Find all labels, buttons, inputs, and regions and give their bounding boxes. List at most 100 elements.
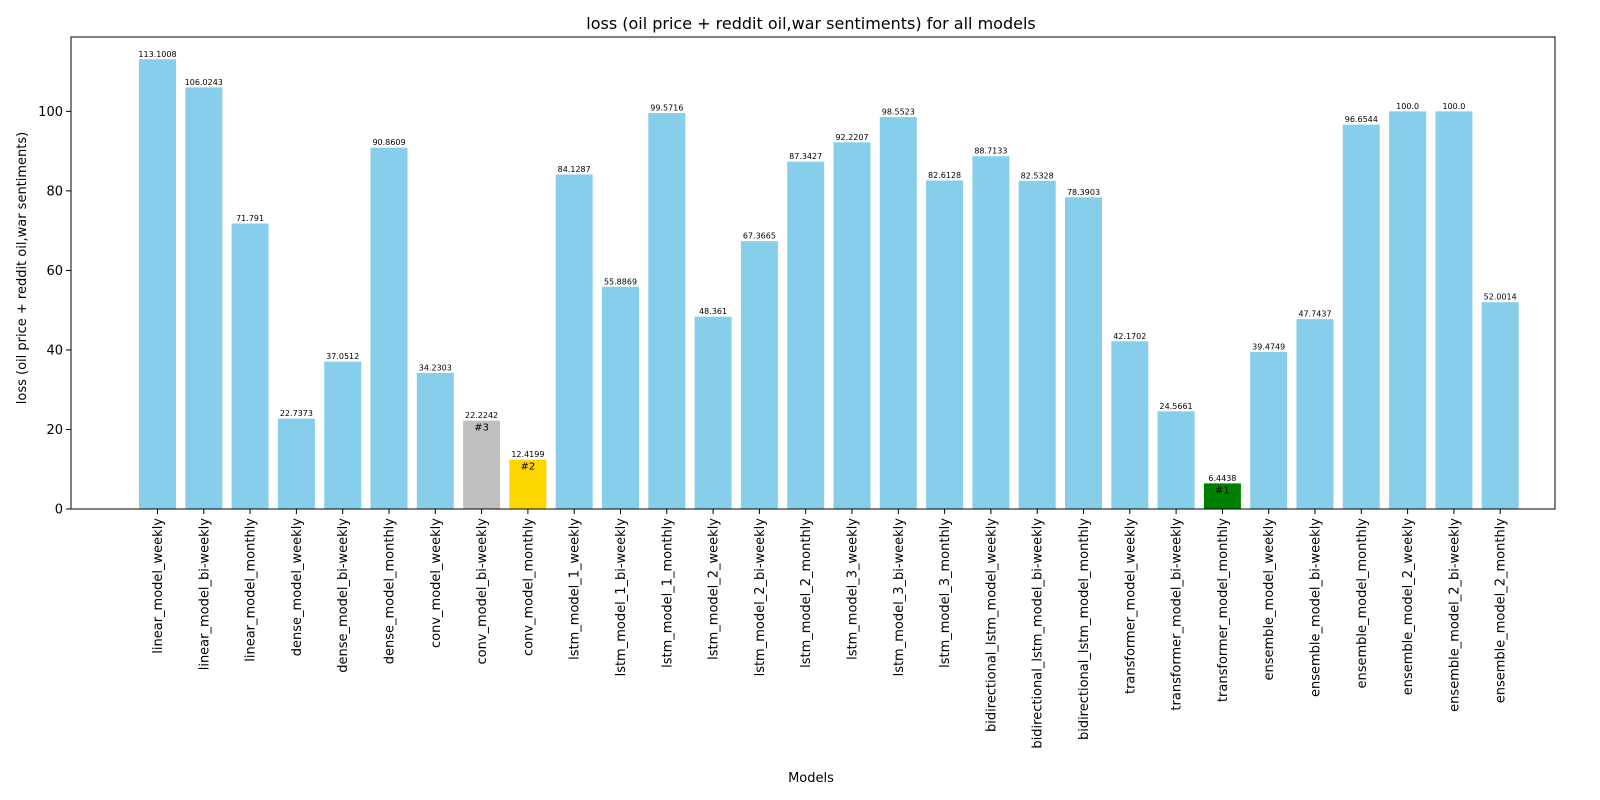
y-tick-label: 20 — [46, 423, 63, 438]
x-axis: linear_model_weekly linear_model_bi-weekl… — [151, 509, 1509, 749]
bar-value-label: 100.0 — [1396, 102, 1419, 111]
bar-value-label: 113.1008 — [138, 50, 176, 59]
bar-conv_model_bi-weekly — [463, 420, 501, 509]
bar-lstm_model_2_bi-weekly — [740, 241, 778, 509]
bar-bidirectional_lstm_model_monthly — [1065, 197, 1102, 510]
x-tick-label: conv_model_monthly — [521, 518, 536, 656]
bar-lstm_model_2_monthly — [787, 161, 825, 509]
x-tick-label: linear_model_monthly — [244, 518, 259, 662]
x-tick-label: lstm_model_1_bi-weekly — [614, 518, 629, 677]
bar-value-label: 39.4749 — [1252, 343, 1285, 352]
bar-lstm_model_1_weekly — [555, 174, 593, 509]
x-tick-label: dense_model_weekly — [290, 518, 305, 657]
bar-transformer_model_monthly — [1203, 483, 1241, 509]
bar-ensemble_model_weekly — [1250, 352, 1288, 509]
rank-label: #2 — [521, 462, 536, 473]
x-tick-label: dense_model_bi-weekly — [336, 518, 351, 673]
bar-value-label: 37.0512 — [326, 352, 359, 361]
bar-value-label: 99.5716 — [650, 104, 683, 113]
x-tick-label: conv_model_bi-weekly — [475, 518, 490, 665]
bar-conv_model_monthly — [509, 459, 547, 509]
bar-ensemble_model_2_monthly — [1481, 302, 1519, 509]
bar-linear_model_weekly — [139, 59, 176, 509]
y-axis-label: loss (oil price + reddit oil,war sentime… — [15, 132, 30, 405]
x-tick-label: dense_model_monthly — [383, 518, 398, 665]
y-tick-label: 0 — [55, 503, 63, 518]
x-tick-label: lstm_model_3_monthly — [938, 518, 953, 668]
rank-label: #3 — [474, 423, 489, 434]
bar-value-label: 92.2207 — [835, 133, 868, 142]
bar-bidirectional_lstm_model_weekly — [972, 156, 1010, 510]
bar-value-label: 24.5661 — [1160, 402, 1193, 411]
bar-value-label: 88.7133 — [974, 147, 1007, 156]
x-tick-label: transformer_model_bi-weekly — [1170, 518, 1185, 711]
bar-value-label: 96.6544 — [1345, 115, 1378, 124]
bar-value-label: 52.0014 — [1484, 293, 1517, 302]
bar-linear_model_bi-weekly — [185, 87, 223, 510]
bar-value-label: 84.1287 — [558, 165, 591, 174]
bars-layer: 113.1008 106.0243 71.791 22.7373 37.0512 90.8… — [138, 50, 1519, 510]
x-tick-label: linear_model_bi-weekly — [197, 518, 212, 671]
bar-bidirectional_lstm_model_bi-weekly — [1018, 180, 1056, 509]
x-tick-label: ensemble_model_2_weekly — [1401, 518, 1416, 696]
bar-dense_model_monthly — [370, 147, 408, 509]
bar-transformer_model_bi-weekly — [1157, 411, 1195, 509]
x-tick-label: ensemble_model_monthly — [1355, 518, 1370, 689]
bar-value-label: 48.361 — [699, 307, 727, 316]
bar-value-label: 90.8609 — [372, 138, 405, 147]
x-tick-label: transformer_model_monthly — [1216, 518, 1231, 702]
bar-value-label: 55.8869 — [604, 277, 637, 286]
x-tick-label: ensemble_model_bi-weekly — [1309, 518, 1324, 697]
bar-lstm_model_3_bi-weekly — [879, 117, 917, 510]
bar-value-label: 22.7373 — [280, 409, 313, 418]
bar-value-label: 98.5523 — [882, 108, 915, 117]
bar-lstm_model_3_weekly — [833, 142, 871, 510]
x-tick-label: lstm_model_1_weekly — [568, 518, 583, 660]
bar-value-label: 82.6128 — [928, 171, 961, 180]
bar-ensemble_model_monthly — [1342, 124, 1380, 509]
bar-dense_model_bi-weekly — [324, 361, 362, 509]
x-tick-label: lstm_model_2_bi-weekly — [753, 518, 768, 677]
x-tick-label: lstm_model_3_weekly — [846, 518, 861, 660]
x-tick-label: bidirectional_lstm_model_bi-weekly — [1031, 518, 1046, 749]
x-tick-label: bidirectional_lstm_model_monthly — [1077, 518, 1092, 740]
bar-value-label: 87.3427 — [789, 152, 822, 161]
bar-transformer_model_weekly — [1111, 341, 1149, 509]
x-tick-label: bidirectional_lstm_model_weekly — [984, 518, 999, 732]
bar-ensemble_model_bi-weekly — [1296, 319, 1334, 509]
chart-title: loss (oil price + reddit oil,war sentime… — [586, 14, 1035, 33]
x-tick-label: transformer_model_weekly — [1123, 518, 1138, 694]
y-axis: 0 20 40 60 80 100 — [38, 105, 71, 518]
bar-dense_model_weekly — [277, 418, 315, 509]
bar-linear_model_monthly — [231, 223, 269, 509]
bar-value-label: 34.2303 — [419, 363, 452, 372]
bar-lstm_model_1_monthly — [648, 113, 686, 509]
bar-ensemble_model_2_bi-weekly — [1435, 111, 1473, 510]
bar-lstm_model_3_monthly — [926, 180, 964, 509]
bar-value-label: 47.7437 — [1298, 310, 1331, 319]
bar-value-label: 42.1702 — [1113, 332, 1146, 341]
x-tick-label: lstm_model_3_bi-weekly — [892, 518, 907, 677]
bar-lstm_model_1_bi-weekly — [602, 286, 639, 509]
y-tick-label: 80 — [46, 184, 63, 199]
bar-ensemble_model_2_weekly — [1389, 111, 1427, 510]
bar-value-label: 67.3665 — [743, 232, 776, 241]
x-tick-label: ensemble_model_2_bi-weekly — [1447, 518, 1462, 712]
plot-frame — [70, 36, 1556, 510]
x-tick-label: lstm_model_1_monthly — [660, 518, 675, 668]
bar-value-label: 22.2242 — [465, 411, 498, 420]
bar-lstm_model_2_weekly — [694, 316, 732, 509]
x-tick-label: lstm_model_2_monthly — [799, 518, 814, 668]
bar-value-label: 82.5328 — [1021, 171, 1054, 180]
bar-value-label: 12.4199 — [511, 450, 544, 459]
y-tick-label: 100 — [38, 105, 63, 120]
bar-value-label: 71.791 — [236, 214, 264, 223]
x-tick-label: conv_model_weekly — [429, 518, 444, 648]
bar-conv_model_weekly — [416, 372, 454, 509]
x-tick-label: lstm_model_2_weekly — [707, 518, 722, 660]
x-tick-label: linear_model_weekly — [151, 518, 166, 654]
bar-value-label: 100.0 — [1442, 102, 1465, 111]
x-tick-label: ensemble_model_2_monthly — [1494, 518, 1509, 704]
